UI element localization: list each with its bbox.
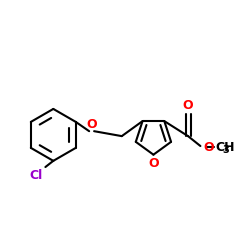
- Text: O: O: [183, 99, 193, 112]
- Text: Cl: Cl: [30, 169, 43, 182]
- Text: O: O: [203, 141, 213, 154]
- Text: O: O: [86, 118, 97, 131]
- Text: 3: 3: [222, 146, 229, 156]
- Text: O: O: [148, 157, 159, 170]
- Text: CH: CH: [215, 141, 235, 154]
